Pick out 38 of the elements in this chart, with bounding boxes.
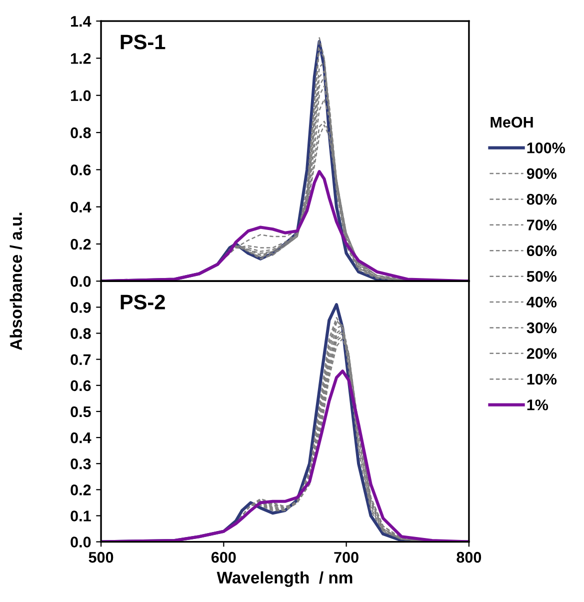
y-tick-label: 1.0 (71, 90, 91, 102)
y-axis-title: Absorbance / a.u. (10, 212, 22, 350)
y-tick-label: 1.2 (71, 53, 91, 64)
y-tick-label: 0.2 (70, 484, 91, 496)
legend-label: 50% (526, 271, 557, 282)
legend-label: 90% (526, 168, 557, 180)
x-axis-title: Wavelength / nm (216, 571, 352, 587)
y-tick-label: 0.2 (70, 238, 91, 250)
legend-label: 100% (527, 142, 566, 154)
y-tick-label: 0.1 (70, 510, 91, 522)
x-tick-label: 600 (211, 552, 236, 563)
legend-label: 30% (526, 322, 557, 334)
x-tick-label: 500 (88, 552, 114, 563)
x-tick-label: 700 (334, 552, 358, 563)
y-tick-label: 0.7 (70, 354, 91, 366)
legend-label: 40% (526, 296, 557, 308)
y-tick-label: 0.3 (70, 458, 91, 470)
y-tick-label: 0.0 (70, 276, 91, 287)
y-tick-label: 1.4 (71, 16, 92, 27)
legend-label: 20% (526, 348, 557, 359)
x-tick-label: 800 (456, 552, 482, 563)
text: PS-2 (120, 294, 165, 310)
legend-label: 1% (527, 400, 548, 410)
legend-label: 60% (526, 245, 557, 256)
y-tick-label: 0.9 (70, 302, 91, 313)
text: PS-1 (120, 34, 166, 50)
y-tick-label: 0.6 (70, 164, 91, 176)
legend-title: MeOH (490, 116, 533, 128)
y-tick-label: 0.8 (70, 328, 91, 339)
y-tick-label: 0.0 (70, 536, 91, 548)
y-tick-label: 0.8 (70, 127, 91, 138)
legend-label: 70% (527, 220, 557, 230)
y-tick-label: 0.4 (70, 432, 92, 444)
y-tick-label: 0.6 (70, 380, 91, 392)
legend-label: 10% (527, 374, 557, 385)
legend-label: 80% (526, 194, 557, 205)
y-tick-label: 0.5 (70, 406, 91, 418)
y-tick-label: 0.4 (70, 202, 92, 213)
